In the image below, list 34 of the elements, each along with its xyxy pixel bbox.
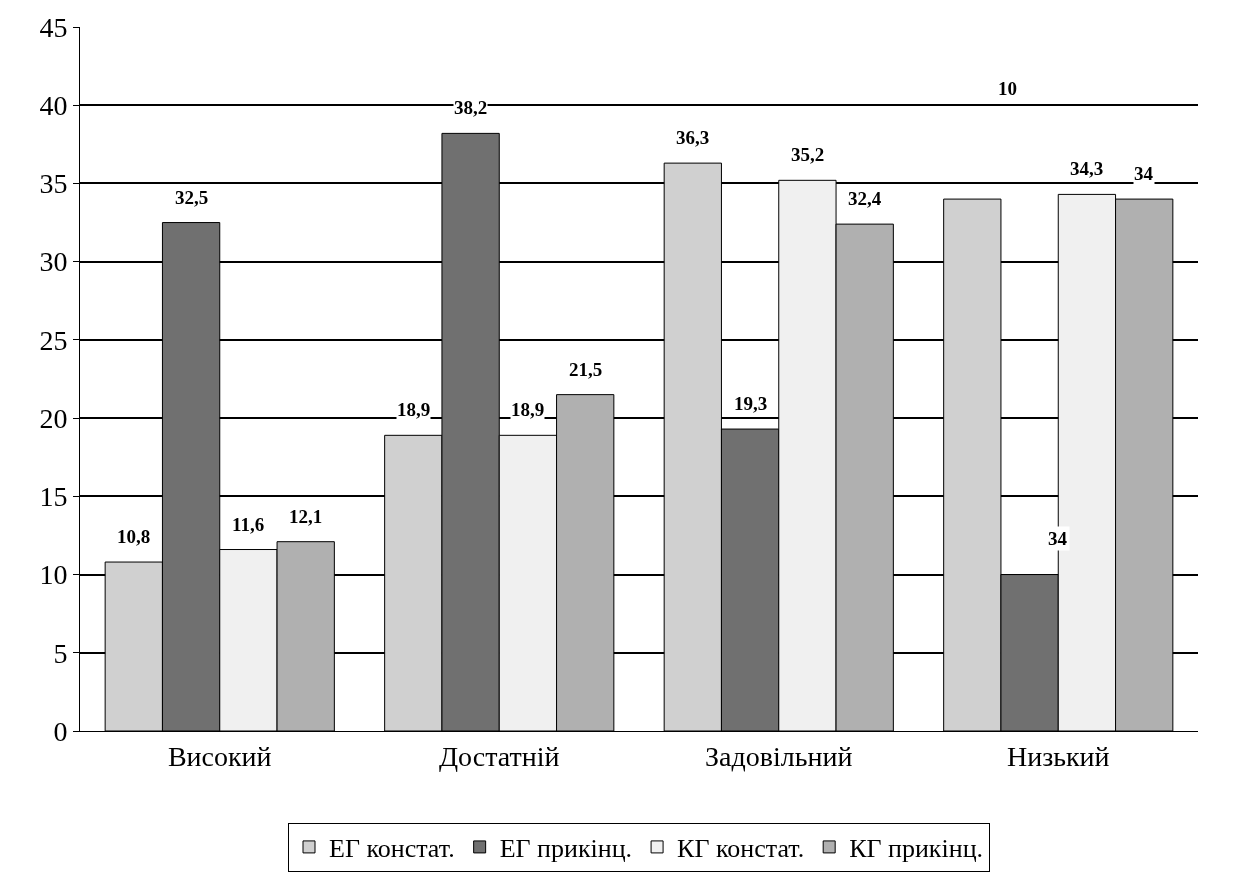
legend-label: КГ констат. <box>677 834 805 864</box>
y-tick-label: 30 <box>39 246 68 278</box>
data-label: 11,6 <box>232 514 265 535</box>
data-label: 35,2 <box>791 144 825 165</box>
x-tick-label: Високий <box>167 740 272 772</box>
annotation: 10 <box>998 78 1017 99</box>
x-tick-label: Задовільний <box>705 740 853 772</box>
data-label: 12,1 <box>289 506 323 527</box>
y-tick-label: 0 <box>53 715 68 747</box>
y-tick-label: 45 <box>39 11 68 43</box>
data-label: 10,8 <box>117 526 151 547</box>
data-label: 18,9 <box>397 399 431 420</box>
data-label: 32,4 <box>848 188 882 209</box>
data-label: 36,3 <box>676 127 710 148</box>
y-tick-label: 35 <box>39 168 68 200</box>
data-label: 19,3 <box>734 393 768 414</box>
y-tick-label: 5 <box>53 637 68 669</box>
data-label: 18,9 <box>511 399 545 420</box>
y-tick-label: 40 <box>39 90 68 122</box>
legend-label: ЕГ прикінц. <box>499 834 633 864</box>
data-label: 32,5 <box>175 187 209 208</box>
data-label: 34,3 <box>1070 158 1104 179</box>
data-label: 34 <box>1134 163 1154 184</box>
y-tick-label: 10 <box>39 559 68 591</box>
legend-label: КГ прикінц. <box>849 834 984 864</box>
legend-label: ЕГ констат. <box>329 834 455 864</box>
x-tick-label: Достатній <box>439 740 560 772</box>
data-label: 21,5 <box>569 359 603 380</box>
x-tick-label: Низький <box>1006 740 1110 772</box>
data-label: 38,2 <box>454 97 488 118</box>
y-tick-label: 25 <box>39 324 68 356</box>
y-tick-label: 15 <box>39 481 68 513</box>
annotation: 34 <box>1048 528 1068 549</box>
y-tick-label: 20 <box>39 402 68 434</box>
